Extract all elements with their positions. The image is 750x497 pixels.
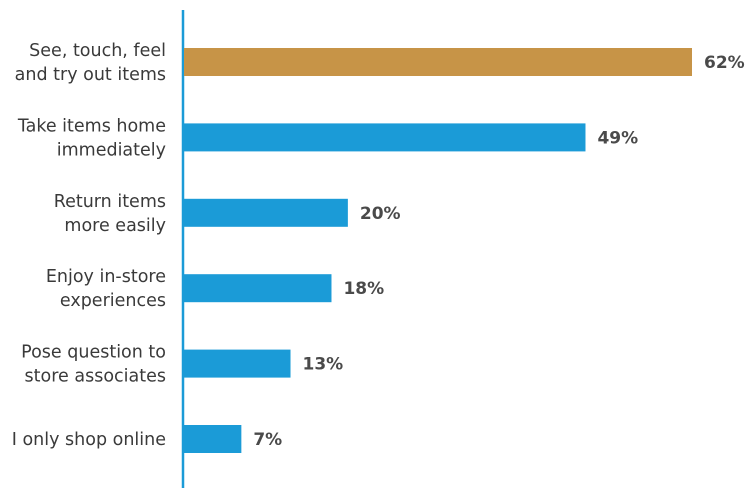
category-label-line: immediately: [57, 140, 166, 160]
bar: [184, 198, 348, 227]
bar: [184, 349, 291, 378]
category-label-line: I only shop online: [12, 430, 166, 450]
value-label: 7%: [253, 430, 282, 450]
bar: [184, 425, 242, 453]
category-label-line: Pose question to: [21, 343, 166, 363]
value-label: 20%: [360, 204, 401, 224]
bar: [184, 48, 692, 76]
bar: [184, 274, 332, 303]
category-label-line: store associates: [25, 367, 166, 387]
category-label-line: Return items: [54, 192, 166, 212]
category-label: Return items more easily: [54, 192, 166, 236]
category-label-line: experiences: [60, 291, 166, 311]
category-label: I only shop online: [12, 430, 166, 450]
category-label: Enjoy in-store experiences: [46, 267, 166, 311]
category-label-line: See, touch, feel: [29, 41, 166, 61]
category-label: See, touch, feel and try out items: [15, 41, 166, 85]
category-label-line: Enjoy in-store: [46, 267, 166, 287]
value-label: 49%: [597, 128, 638, 148]
category-label: Take items home immediately: [17, 116, 166, 160]
bar: [184, 123, 586, 152]
value-label: 62%: [704, 53, 745, 73]
category-label-line: and try out items: [15, 65, 166, 85]
category-label-line: more easily: [64, 216, 166, 236]
category-label-line: Take items home: [17, 116, 166, 136]
value-label: 13%: [303, 355, 344, 375]
category-label: Pose question to store associates: [21, 343, 166, 387]
value-label: 18%: [343, 279, 384, 299]
